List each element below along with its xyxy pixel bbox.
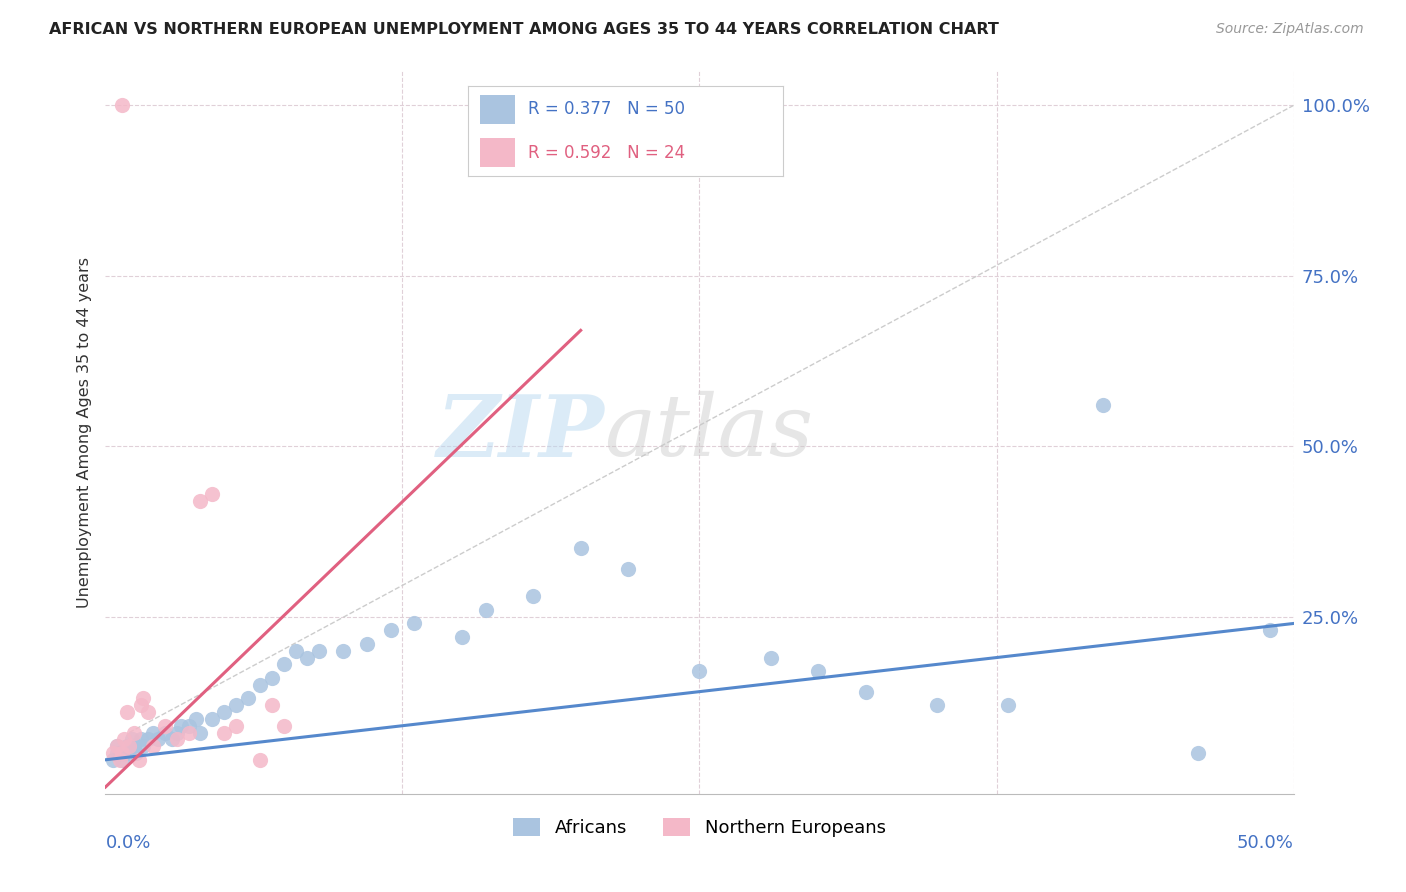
Point <box>190 725 212 739</box>
Point <box>260 671 283 685</box>
Point <box>356 637 378 651</box>
Point <box>225 698 247 713</box>
Point <box>249 678 271 692</box>
Text: 0.0%: 0.0% <box>105 834 150 852</box>
Point <box>332 644 354 658</box>
Point <box>273 657 295 672</box>
Point <box>997 698 1019 713</box>
Point <box>128 753 150 767</box>
Point <box>115 705 138 719</box>
Point <box>214 705 236 719</box>
Point <box>118 739 141 754</box>
Point <box>166 732 188 747</box>
Point <box>153 719 176 733</box>
Point <box>617 562 640 576</box>
Point <box>1092 398 1115 412</box>
Point <box>146 732 169 747</box>
Point <box>136 732 159 747</box>
Point <box>129 732 152 747</box>
Point <box>249 753 271 767</box>
Point <box>522 589 544 603</box>
Point <box>111 98 134 112</box>
Point <box>105 746 128 760</box>
Point <box>201 487 224 501</box>
Point <box>260 698 283 713</box>
Point <box>160 732 183 747</box>
Point <box>101 753 124 767</box>
Point <box>184 712 207 726</box>
Text: AFRICAN VS NORTHERN EUROPEAN UNEMPLOYMENT AMONG AGES 35 TO 44 YEARS CORRELATION : AFRICAN VS NORTHERN EUROPEAN UNEMPLOYMEN… <box>49 22 1000 37</box>
Point <box>380 624 402 638</box>
Point <box>190 493 212 508</box>
Point <box>142 725 165 739</box>
Point <box>114 746 136 760</box>
Point <box>225 719 247 733</box>
Text: ZIP: ZIP <box>437 391 605 475</box>
Text: 50.0%: 50.0% <box>1237 834 1294 852</box>
Point <box>101 746 124 760</box>
Point <box>142 739 165 754</box>
Point <box>689 664 711 678</box>
Point <box>111 746 134 760</box>
Point <box>108 753 131 767</box>
Point <box>474 603 496 617</box>
Point <box>214 725 236 739</box>
Point <box>105 739 128 754</box>
Point <box>404 616 426 631</box>
Text: Source: ZipAtlas.com: Source: ZipAtlas.com <box>1216 22 1364 37</box>
Point <box>273 719 295 733</box>
Point <box>111 753 134 767</box>
Point <box>114 732 136 747</box>
Point <box>125 746 148 760</box>
Point <box>855 684 877 698</box>
Point <box>297 650 319 665</box>
Point <box>450 630 472 644</box>
Point <box>925 698 948 713</box>
Point <box>121 732 143 747</box>
Point <box>284 644 307 658</box>
Point <box>236 691 259 706</box>
Point <box>201 712 224 726</box>
Point <box>166 725 188 739</box>
Point <box>115 739 138 754</box>
Point <box>759 650 782 665</box>
Point <box>807 664 830 678</box>
Point <box>118 746 141 760</box>
Point <box>153 725 176 739</box>
Point <box>122 725 145 739</box>
Point <box>177 725 200 739</box>
Text: atlas: atlas <box>605 392 814 474</box>
Point <box>132 691 155 706</box>
Point <box>129 698 152 713</box>
Point <box>105 739 128 754</box>
Point <box>132 739 155 754</box>
Point <box>1187 746 1209 760</box>
Y-axis label: Unemployment Among Ages 35 to 44 years: Unemployment Among Ages 35 to 44 years <box>76 257 91 608</box>
Point <box>1258 624 1281 638</box>
Point <box>308 644 330 658</box>
Point <box>136 705 159 719</box>
Point <box>177 719 200 733</box>
Point <box>569 541 592 556</box>
Point <box>122 739 145 754</box>
Legend: Africans, Northern Europeans: Africans, Northern Europeans <box>505 809 894 847</box>
Point <box>170 719 193 733</box>
